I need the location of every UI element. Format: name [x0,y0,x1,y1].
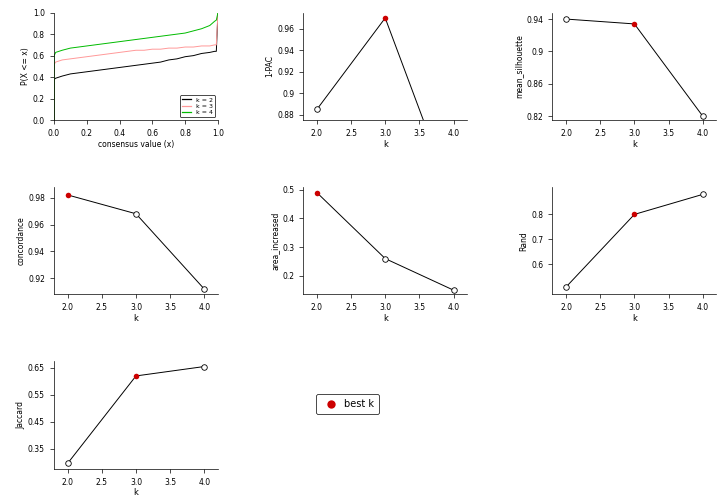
X-axis label: k: k [383,140,387,149]
Legend: k = 2, k = 3, k = 4: k = 2, k = 3, k = 4 [180,95,215,117]
Y-axis label: 1-PAC: 1-PAC [266,55,274,78]
X-axis label: k: k [133,314,138,323]
Y-axis label: area_increased: area_increased [270,212,279,270]
Y-axis label: concordance: concordance [16,216,25,265]
Legend: best k: best k [316,394,379,414]
X-axis label: k: k [632,314,637,323]
Y-axis label: Rand: Rand [520,231,528,250]
X-axis label: k: k [133,488,138,497]
Y-axis label: mean_silhouette: mean_silhouette [515,34,523,98]
Y-axis label: Jaccard: Jaccard [16,401,25,429]
X-axis label: k: k [383,314,387,323]
Y-axis label: P(X <= x): P(X <= x) [21,47,30,85]
X-axis label: k: k [632,140,637,149]
X-axis label: consensus value (x): consensus value (x) [98,140,174,149]
